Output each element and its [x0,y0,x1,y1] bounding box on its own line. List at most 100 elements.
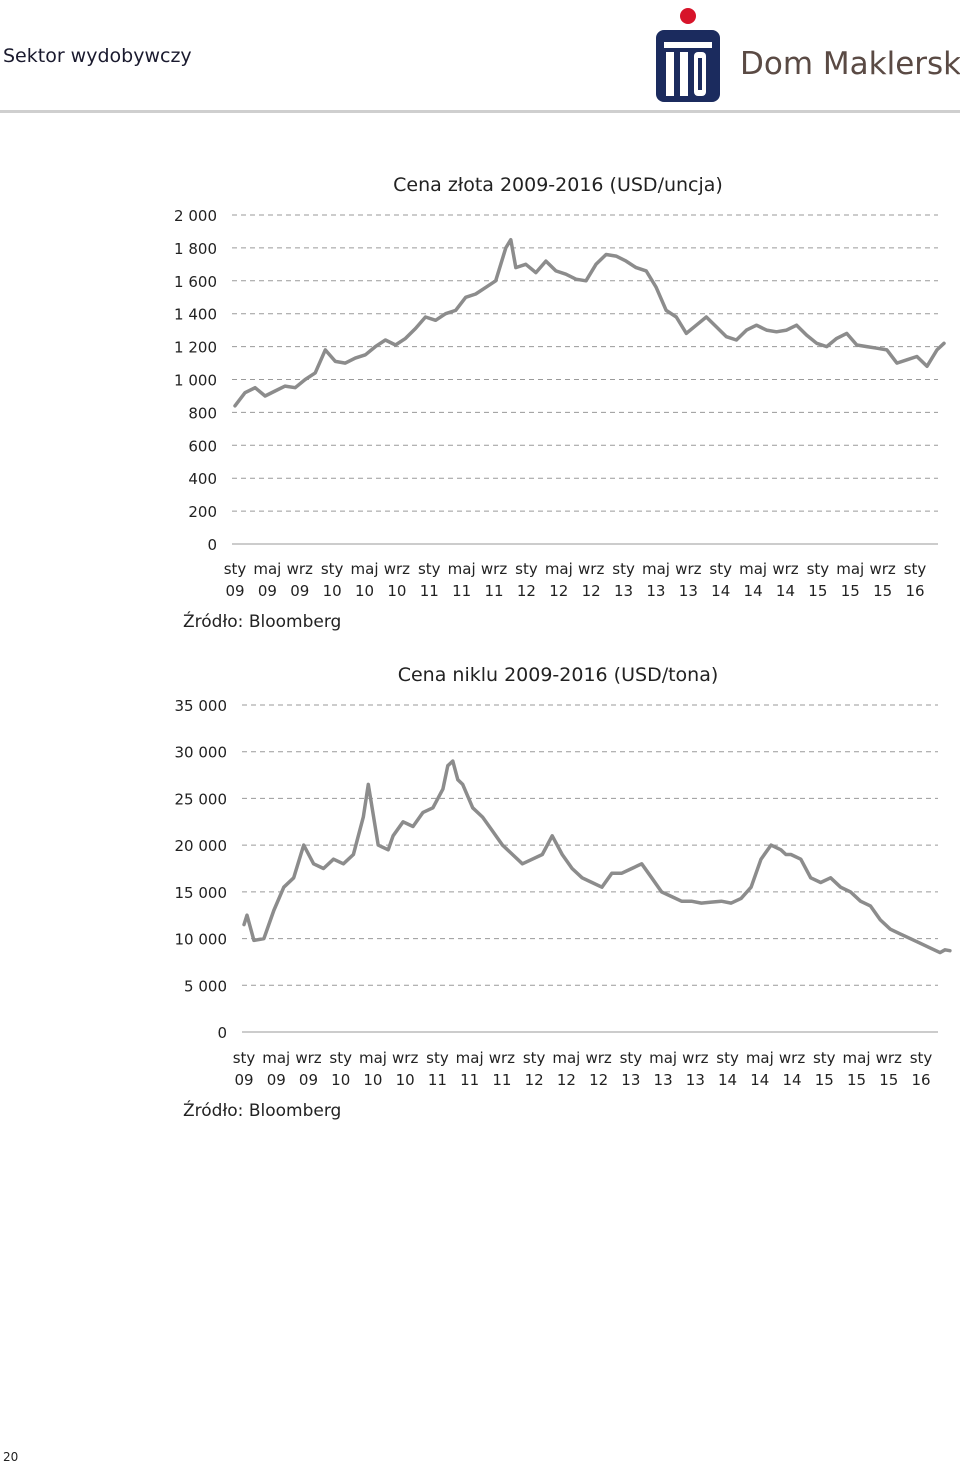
section-title: Sektor wydobywczy [3,45,192,67]
x-tick-label-month: sty [418,560,441,578]
x-tick-label-month: maj [739,560,767,578]
x-tick-label-year: 15 [847,1071,866,1089]
x-tick-label-month: sty [321,560,344,578]
x-tick-label-month: maj [262,1049,290,1067]
x-tick-label-year: 13 [654,1071,673,1089]
nickel-chart-source: Źródło: Bloomberg [183,1101,342,1121]
x-tick-label-year: 14 [776,582,795,600]
x-tick-label-month: maj [359,1049,387,1067]
y-tick-label: 0 [207,536,217,554]
gold-chart-svg: Cena złota 2009-2016 (USD/uncja) 0 200 400 6… [174,174,946,600]
pko-logo: Dom Maklerski [650,2,960,107]
x-tick-label-year: 13 [621,1071,640,1089]
x-tick-label-year: 11 [452,582,471,600]
gold-chart-source: Źródło: Bloomberg [183,612,342,632]
y-tick-label: 800 [188,404,217,422]
x-tick-label-month: sty [523,1049,546,1067]
x-tick-label-year: 13 [679,582,698,600]
y-tick-label: 2 000 [174,207,217,225]
x-tick-label-year: 16 [911,1071,930,1089]
x-tick-label-month: wrz [772,560,798,578]
x-tick-label-month: wrz [295,1049,321,1067]
x-tick-label-month: wrz [675,560,701,578]
x-tick-label-year: 09 [258,582,277,600]
nickel-chart-svg: Cena niklu 2009-2016 (USD/tona) 0 5 000 10 … [175,664,952,1089]
x-tick-label-year: 10 [396,1071,415,1089]
x-tick-label-month: maj [746,1049,774,1067]
x-tick-label-month: maj [456,1049,484,1067]
y-tick-label: 35 000 [175,697,228,715]
x-tick-label-year: 10 [323,582,342,600]
y-tick-label: 15 000 [175,884,228,902]
x-tick-label-year: 14 [718,1071,737,1089]
x-tick-label-year: 11 [460,1071,479,1089]
header-divider [0,110,960,113]
x-tick-label-month: sty [813,1049,836,1067]
x-tick-label-month: sty [233,1049,256,1067]
x-tick-label-year: 15 [815,1071,834,1089]
y-tick-label: 1 000 [174,372,217,390]
x-tick-label-month: maj [642,560,670,578]
x-tick-label-month: maj [448,560,476,578]
y-tick-label: 400 [188,470,217,488]
x-tick-label-month: sty [515,560,538,578]
x-tick-label-year: 14 [783,1071,802,1089]
x-tick-label-month: sty [426,1049,449,1067]
x-tick-label-year: 10 [387,582,406,600]
x-tick-label-year: 09 [234,1071,253,1089]
x-tick-label-month: maj [649,1049,677,1067]
x-tick-label-year: 10 [331,1071,350,1089]
x-tick-label-month: wrz [489,1049,515,1067]
y-tick-label: 0 [217,1024,227,1042]
gold-price-chart: Cena złota 2009-2016 (USD/uncja) 0 200 400 6… [0,160,960,640]
x-tick-label-year: 14 [744,582,763,600]
x-tick-label-year: 09 [290,582,309,600]
x-tick-label-year: 16 [905,582,924,600]
logo-brand-text: Dom Maklerski [740,46,960,82]
x-tick-label-month: wrz [585,1049,611,1067]
x-tick-label-year: 11 [485,582,504,600]
x-tick-label-month: wrz [682,1049,708,1067]
y-tick-label: 30 000 [175,744,228,762]
x-tick-label-month: sty [329,1049,352,1067]
x-tick-label-year: 15 [873,582,892,600]
x-tick-label-year: 10 [363,1071,382,1089]
x-tick-label-month: wrz [392,1049,418,1067]
x-tick-label-month: maj [843,1049,871,1067]
x-tick-label-month: maj [545,560,573,578]
x-tick-label-year: 09 [267,1071,286,1089]
nickel-price-chart: Cena niklu 2009-2016 (USD/tona) 0 5 000 10 … [0,650,960,1130]
x-tick-label-month: sty [709,560,732,578]
y-tick-label: 1 800 [174,240,217,258]
x-tick-label-year: 12 [525,1071,544,1089]
x-tick-label-month: sty [224,560,247,578]
x-tick-label-month: sty [620,1049,643,1067]
x-tick-label-month: wrz [481,560,507,578]
y-tick-label: 10 000 [175,931,228,949]
pko-logo-mark [656,8,720,102]
y-tick-label: 600 [188,437,217,455]
x-tick-label-month: wrz [876,1049,902,1067]
x-tick-label-year: 12 [582,582,601,600]
chart-title: Cena niklu 2009-2016 (USD/tona) [398,664,719,686]
chart-title: Cena złota 2009-2016 (USD/uncja) [393,174,723,196]
x-tick-label-year: 15 [879,1071,898,1089]
y-tick-label: 1 200 [174,339,217,357]
x-tick-label-month: maj [836,560,864,578]
x-tick-label-year: 13 [686,1071,705,1089]
x-tick-label-month: wrz [578,560,604,578]
x-tick-label-year: 14 [711,582,730,600]
y-tick-label: 200 [188,503,217,521]
x-tick-label-month: maj [253,560,281,578]
series-line [233,237,946,408]
x-tick-label-month: sty [716,1049,739,1067]
x-tick-label-year: 09 [299,1071,318,1089]
x-tick-label-year: 12 [557,1071,576,1089]
x-tick-label-year: 11 [420,582,439,600]
x-tick-label-year: 15 [808,582,827,600]
x-tick-label-year: 09 [225,582,244,600]
x-tick-label-month: maj [552,1049,580,1067]
y-tick-label: 25 000 [175,790,228,808]
x-tick-label-year: 11 [428,1071,447,1089]
x-tick-label-month: wrz [384,560,410,578]
